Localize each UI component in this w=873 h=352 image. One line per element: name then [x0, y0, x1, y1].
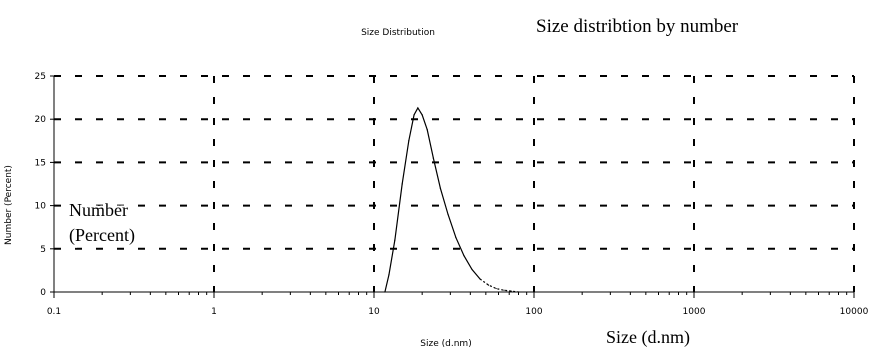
- x-tick-label: 1: [211, 307, 217, 317]
- x-tick-label: 1000: [683, 307, 706, 317]
- data-series: [384, 106, 520, 293]
- data-point: [417, 107, 419, 109]
- data-point: [495, 287, 497, 290]
- data-point: [517, 291, 520, 293]
- data-point: [388, 274, 390, 276]
- y-axis-label-small: Number (Percent): [4, 165, 14, 245]
- data-point: [401, 183, 403, 185]
- data-point: [510, 290, 512, 292]
- data-point: [455, 236, 457, 239]
- y-tick-label: 15: [35, 158, 46, 168]
- y-tick-label: 20: [35, 115, 47, 125]
- axes: [50, 75, 855, 298]
- data-point: [432, 157, 434, 159]
- x-tick-label: 0.1: [47, 307, 61, 317]
- data-point: [413, 114, 415, 116]
- y-tick-label: 10: [35, 202, 47, 212]
- data-point: [421, 114, 423, 116]
- data-point: [408, 140, 410, 142]
- x-tick-label: 10000: [840, 307, 869, 317]
- x-tick-label: 10: [368, 307, 380, 317]
- x-tick-label: 100: [525, 307, 542, 317]
- series-line: [384, 106, 481, 293]
- data-point: [471, 268, 473, 271]
- data-point: [503, 289, 505, 291]
- data-point: [426, 128, 428, 131]
- y-tick-label: 0: [40, 288, 46, 298]
- data-point: [447, 213, 449, 215]
- data-point: [439, 187, 441, 189]
- x-axis-label-small: Size (d.nm): [420, 339, 471, 349]
- chart-title: Size Distribution: [361, 28, 435, 38]
- chart-annotation-title: Size distribtion by number: [536, 16, 739, 37]
- x-axis-annotation: Size (d.nm): [606, 327, 690, 348]
- data-point: [384, 291, 386, 293]
- y-axis-annotation-line2: (Percent): [69, 225, 135, 246]
- series-line-tail: [479, 278, 519, 293]
- y-tick-labels: 0 5 10 15 20 25: [35, 72, 47, 298]
- y-axis-annotation-line1: Number: [69, 200, 128, 220]
- x-tick-labels: 0.1 1 10 100 1000 10000: [47, 307, 869, 317]
- data-point: [479, 278, 481, 280]
- data-point: [394, 239, 396, 241]
- y-tick-label: 25: [35, 72, 46, 82]
- y-tick-label: 5: [40, 245, 46, 255]
- grid-lines: [54, 75, 855, 292]
- data-point: [463, 255, 465, 257]
- data-point: [487, 284, 490, 286]
